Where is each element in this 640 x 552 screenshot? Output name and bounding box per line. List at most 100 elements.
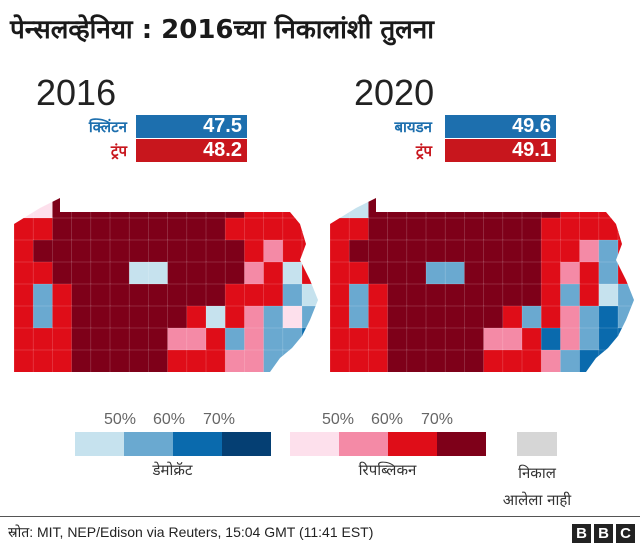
county-2020-5-10 — [521, 305, 543, 329]
dem-bar-2016: 47.5 — [136, 115, 247, 138]
county-2020-2-12 — [560, 239, 581, 263]
county-2016-7-12 — [244, 349, 265, 372]
county-2020-5-12 — [560, 305, 581, 329]
county-2020-1-0 — [330, 217, 351, 241]
county-2016-5-12 — [244, 305, 265, 329]
county-2016-6-14 — [282, 327, 303, 351]
county-2020-0-0 — [330, 198, 351, 219]
bbc-logo-c: C — [616, 524, 635, 543]
county-2020-4-15 — [617, 283, 634, 307]
county-2020-0-8 — [483, 198, 504, 219]
county-2020-5-0 — [330, 305, 351, 329]
county-2016-4-5 — [109, 283, 131, 307]
county-2020-4-7 — [464, 283, 485, 307]
dem-legend-swatch-1 — [75, 432, 124, 456]
county-2020-5-13 — [579, 305, 600, 329]
county-2016-1-0 — [14, 217, 35, 241]
county-2016-0-12 — [244, 198, 265, 219]
county-2020-3-6 — [444, 261, 466, 285]
county-2016-5-3 — [71, 305, 92, 329]
county-2020-7-15 — [617, 349, 634, 372]
county-2020-0-14 — [598, 198, 619, 219]
county-2020-1-10 — [521, 217, 543, 241]
county-2016-7-7 — [148, 349, 169, 372]
county-2016-7-15 — [301, 349, 318, 372]
county-2020-5-11 — [540, 305, 562, 329]
county-2020-6-4 — [406, 327, 427, 351]
county-2020-6-11 — [540, 327, 562, 351]
county-2016-2-14 — [282, 239, 303, 263]
county-2016-6-5 — [109, 327, 131, 351]
county-2020-7-9 — [502, 349, 523, 372]
county-2016-3-3 — [71, 261, 92, 285]
county-2020-3-8 — [483, 261, 504, 285]
county-2016-3-10 — [205, 261, 227, 285]
county-2020-1-2 — [368, 217, 389, 241]
county-2020-1-7 — [464, 217, 485, 241]
county-2020-3-2 — [368, 261, 389, 285]
county-2016-7-2 — [52, 349, 73, 372]
county-2020-3-3 — [387, 261, 408, 285]
county-2020-2-7 — [464, 239, 485, 263]
county-2016-1-11 — [224, 217, 246, 241]
rep-bar-2016: 48.2 — [136, 139, 247, 162]
county-2016-5-6 — [128, 305, 150, 329]
county-2020-3-7 — [464, 261, 485, 285]
county-2020-4-11 — [540, 283, 562, 307]
county-2016-1-1 — [32, 217, 54, 241]
county-2016-0-0 — [14, 198, 35, 219]
county-2016-0-13 — [263, 198, 284, 219]
county-2016-1-3 — [71, 217, 92, 241]
county-2020-0-13 — [579, 198, 600, 219]
county-2020-4-8 — [483, 283, 504, 307]
county-2020-3-13 — [579, 261, 600, 285]
county-2020-2-9 — [502, 239, 523, 263]
county-2016-1-9 — [186, 217, 207, 241]
county-2016-7-9 — [186, 349, 207, 372]
county-2016-4-14 — [282, 283, 303, 307]
county-2020-3-1 — [348, 261, 370, 285]
rep-candidate-2016: ट्रंप — [110, 142, 127, 160]
county-2016-6-4 — [90, 327, 111, 351]
county-2016-6-13 — [263, 327, 284, 351]
county-2016-1-6 — [128, 217, 150, 241]
county-2020-4-14 — [598, 283, 619, 307]
county-2016-6-3 — [71, 327, 92, 351]
legend-no-result-swatch — [517, 432, 557, 456]
county-2016-6-1 — [32, 327, 54, 351]
county-2016-3-2 — [52, 261, 73, 285]
county-2020-5-15 — [617, 305, 634, 329]
county-2016-5-8 — [167, 305, 188, 329]
chart-title: पेन्सलव्हेनिया : 2016च्या निकालांशी तुलन… — [10, 15, 434, 45]
county-2020-0-10 — [521, 198, 543, 219]
dem-candidate-2020: बायडन — [394, 118, 432, 136]
dem-candidate-2016: क्लिंटन — [88, 118, 127, 136]
county-2020-1-6 — [444, 217, 466, 241]
county-map-2020 — [330, 198, 634, 372]
county-2016-7-6 — [128, 349, 150, 372]
county-2016-4-3 — [71, 283, 92, 307]
county-2020-3-4 — [406, 261, 427, 285]
county-2020-5-5 — [425, 305, 447, 329]
county-2016-1-4 — [90, 217, 111, 241]
county-2016-2-10 — [205, 239, 227, 263]
county-2020-0-12 — [560, 198, 581, 219]
bbc-logo-b2: B — [594, 524, 613, 543]
county-2016-0-2 — [52, 198, 73, 219]
county-2020-5-3 — [387, 305, 408, 329]
rep-bar-2020: 49.1 — [445, 139, 556, 162]
county-2016-7-0 — [14, 349, 35, 372]
county-2016-6-6 — [128, 327, 150, 351]
county-2020-5-2 — [368, 305, 389, 329]
county-2020-2-13 — [579, 239, 600, 263]
county-2016-4-10 — [205, 283, 227, 307]
county-2016-4-11 — [224, 283, 246, 307]
county-2016-3-13 — [263, 261, 284, 285]
county-2020-4-3 — [387, 283, 408, 307]
county-2016-2-6 — [128, 239, 150, 263]
county-2020-5-6 — [444, 305, 466, 329]
county-2016-0-1 — [32, 198, 54, 219]
county-2016-6-8 — [167, 327, 188, 351]
county-2020-7-0 — [330, 349, 351, 372]
county-2016-4-15 — [301, 283, 318, 307]
